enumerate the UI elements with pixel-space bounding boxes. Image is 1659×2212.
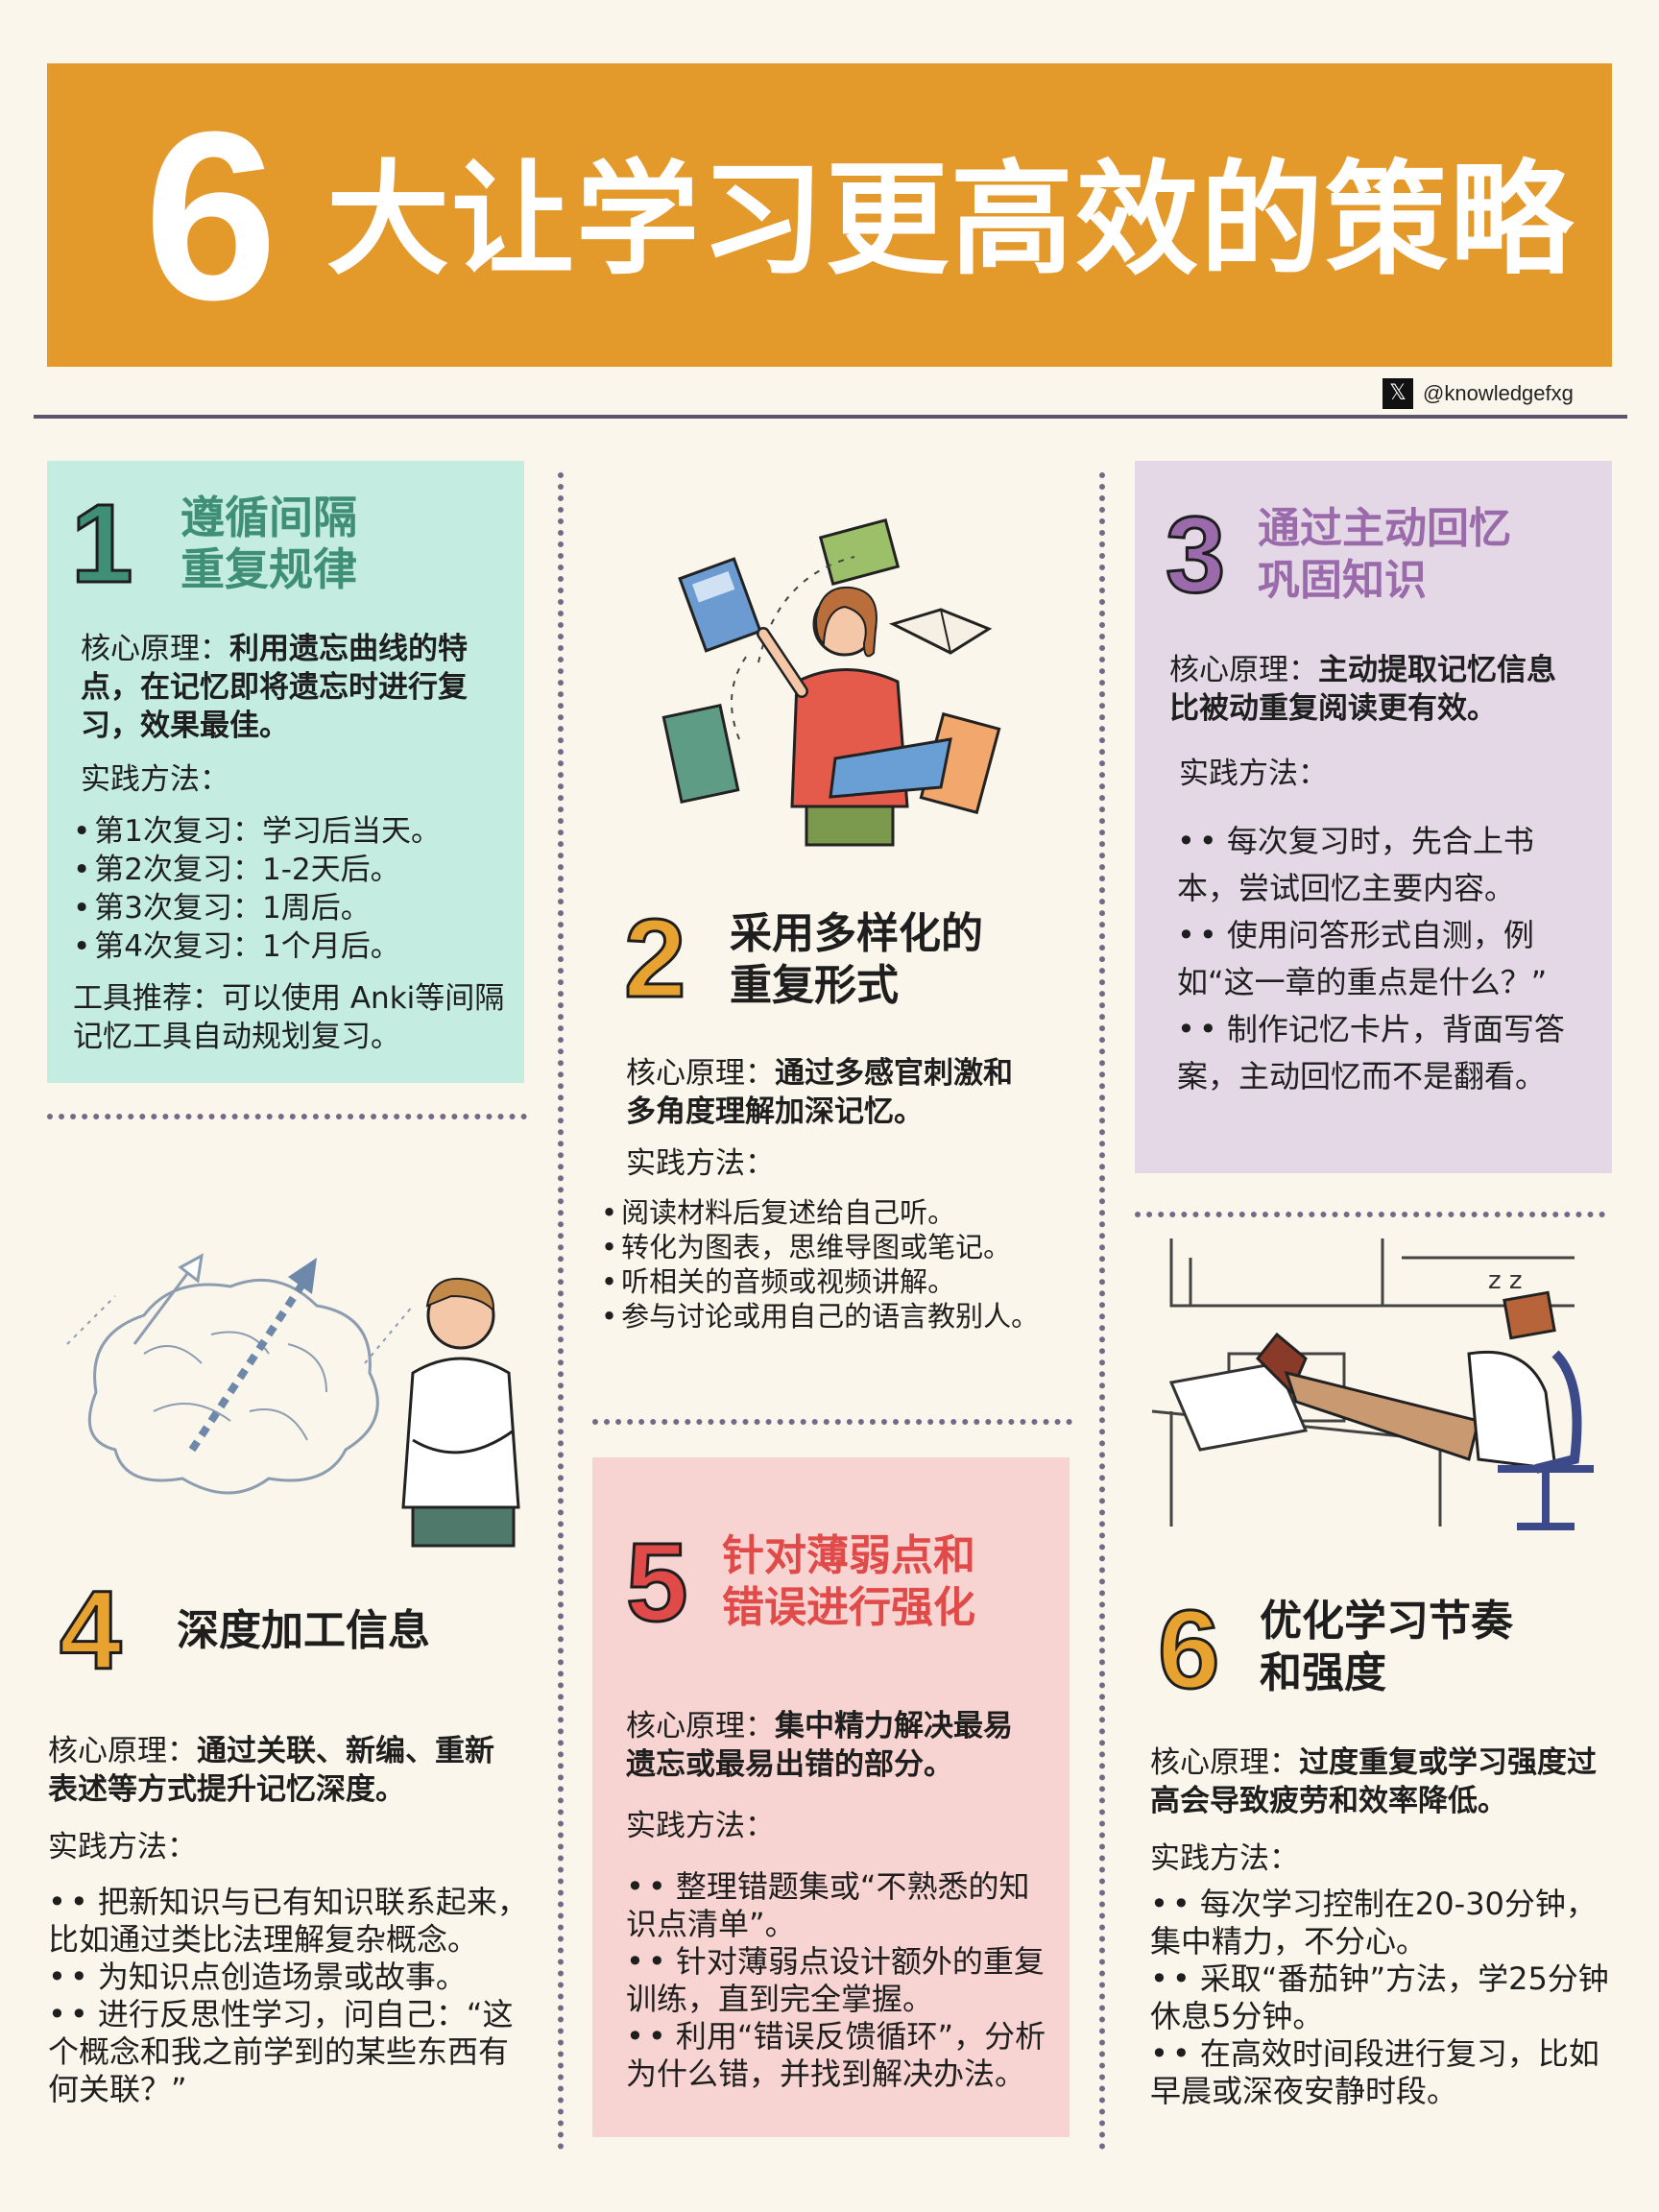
book-icon (661, 703, 740, 805)
author-handle[interactable]: @knowledgefxg (1423, 381, 1574, 405)
section-2-number: 2 (623, 896, 687, 1021)
section-6-principle: 核心原理：过度重复或学习强度过高会导致疲劳和效率降低。 (1150, 1743, 1611, 1820)
list-item: 参与讨论或用自己的语言教别人。 (601, 1299, 1062, 1334)
list-item: • 为知识点创造场景或故事。 (48, 1959, 538, 1996)
list-item: 第2次复习：1-2天后。 (73, 851, 515, 889)
list-item: 听相关的音频或视频讲解。 (601, 1264, 1062, 1299)
list-item: • 整理错题集或“不熟悉的知识点清单”。 (626, 1868, 1048, 1943)
list-item: 转化为图表，思维导图或笔记。 (601, 1230, 1062, 1264)
section-4-principle-text: 通过关联、新编、重新表述等方式提升记忆深度。 (48, 1734, 494, 1807)
section-5-list: • 整理错题集或“不熟悉的知识点清单”。 • 针对薄弱点设计额外的重复训练，直到… (626, 1868, 1048, 2093)
section-1-principle-text: 利用遗忘曲线的特点，在记忆即将遗忘时进行复习，效果最佳。 (81, 632, 468, 743)
section-5-title-line1: 针对薄弱点和 (722, 1531, 975, 1580)
section-5-number: 5 (625, 1520, 689, 1645)
section-1-principle: 核心原理：利用遗忘曲线的特点，在记忆即将遗忘时进行复习，效果最佳。 (81, 630, 484, 745)
list-item: • 针对薄弱点设计额外的重复训练，直到完全掌握。 (626, 1943, 1048, 2018)
section-3-principle-label: 核心原理： (1169, 653, 1318, 687)
section-2-title: 采用多样化的 重复形式 (730, 908, 983, 1012)
section-3-title: 通过主动回忆 巩固知识 (1258, 503, 1511, 607)
section-6-title-line2: 和强度 (1260, 1648, 1386, 1697)
book-icon (818, 517, 901, 587)
list-item: • 在高效时间段进行复习，比如早晨或深夜安静时段。 (1150, 2035, 1611, 2110)
section-1-tools: 工具推荐：可以使用 Anki等间隔记忆工具自动规划复习。 (73, 981, 505, 1054)
section-4-principle-label: 核心原理： (48, 1734, 197, 1768)
section-3-title-line2: 巩固知识 (1258, 556, 1427, 605)
section-1-title-line2: 重复规律 (180, 543, 357, 595)
list-item: • 利用“错误反馈循环”，分析为什么错，并找到解决办法。 (626, 2018, 1048, 2093)
section-5-principle-text: 集中精力解决最易遗忘或最易出错的部分。 (626, 1709, 1013, 1782)
divider-col3 (1135, 1212, 1605, 1217)
section-2-practice-label: 实践方法： (626, 1146, 775, 1181)
section-6-list: • 每次学习控制在20-30分钟，集中精力，不分心。 • 采取“番茄钟”方法，学… (1150, 1886, 1611, 2110)
section-1-card (47, 461, 524, 1083)
divider-col2 (592, 1419, 1072, 1425)
section-6-principle-text: 过度重复或学习强度过高会导致疲劳和效率降低。 (1150, 1745, 1597, 1818)
section-6-title-line1: 优化学习节奏 (1260, 1597, 1513, 1646)
section-2-list: 阅读材料后复述给自己听。 转化为图表，思维导图或笔记。 听相关的音频或视频讲解。… (601, 1195, 1062, 1334)
list-item: 阅读材料后复述给自己听。 (601, 1195, 1062, 1230)
section-4-practice-label: 实践方法： (48, 1830, 197, 1864)
list-item: 第4次复习：1个月后。 (73, 927, 515, 966)
juggling-books-illustration (661, 517, 1001, 847)
list-item: • 每次学习控制在20-30分钟，集中精力，不分心。 (1150, 1886, 1611, 1960)
resting-student-illustration: z z (1151, 1238, 1594, 1530)
section-5-title-line2: 错误进行强化 (722, 1583, 975, 1632)
section-1-title-line1: 遵循间隔 (180, 492, 357, 543)
section-2-principle: 核心原理：通过多感官刺激和多角度理解加深记忆。 (626, 1054, 1029, 1131)
column-divider-right (1099, 472, 1105, 2151)
section-5-principle: 核心原理：集中精力解决最易遗忘或最易出错的部分。 (626, 1707, 1029, 1784)
section-1-list: 第1次复习：学习后当天。 第2次复习：1-2天后。 第3次复习：1周后。 第4次… (73, 812, 515, 966)
section-1-title: 遵循间隔 重复规律 (180, 492, 357, 595)
title-banner (47, 63, 1612, 367)
section-5-title: 针对薄弱点和 错误进行强化 (722, 1530, 975, 1634)
title-number: 6 (144, 82, 278, 349)
section-2-principle-text: 通过多感官刺激和多角度理解加深记忆。 (626, 1056, 1013, 1129)
divider-col1 (47, 1114, 527, 1119)
svg-text:z z: z z (1488, 1266, 1523, 1295)
list-item: • 采取“番茄钟”方法，学25分钟休息5分钟。 (1150, 1960, 1611, 2035)
section-1-principle-label: 核心原理： (81, 632, 229, 666)
section-5-principle-label: 核心原理： (626, 1709, 775, 1743)
section-1-practice-label: 实践方法： (81, 762, 229, 797)
section-2-principle-label: 核心原理： (626, 1056, 775, 1091)
list-item: 第3次复习：1周后。 (73, 889, 515, 927)
page-title: 大让学习更高效的策略 (326, 149, 1575, 292)
section-3-principle-text: 主动提取记忆信息比被动重复阅读更有效。 (1169, 653, 1556, 726)
list-item: • 使用问答形式自测，例如“这一章的重点是什么？” (1177, 912, 1590, 1006)
list-item: 第1次复习：学习后当天。 (73, 812, 515, 851)
book-icon (678, 557, 762, 653)
header-divider (34, 415, 1627, 419)
section-4-principle: 核心原理：通过关联、新编、重新表述等方式提升记忆深度。 (48, 1732, 509, 1809)
section-1-number: 1 (70, 481, 134, 606)
section-6-number: 6 (1157, 1587, 1221, 1712)
list-item: • 把新知识与已有知识联系起来，比如通过类比法理解复杂概念。 (48, 1884, 538, 1959)
section-6-practice-label: 实践方法： (1150, 1841, 1299, 1876)
section-3-title-line1: 通过主动回忆 (1258, 504, 1511, 553)
x-logo-icon: 𝕏 (1382, 378, 1413, 409)
book-icon (888, 608, 993, 655)
section-3-number: 3 (1164, 494, 1226, 614)
list-item: • 每次复习时，先合上书本，尝试回忆主要内容。 (1177, 818, 1590, 912)
list-item: • 制作记忆卡片，背面写答案，主动回忆而不是翻看。 (1177, 1006, 1590, 1100)
column-divider-left (558, 472, 564, 2151)
section-4-number: 4 (59, 1568, 123, 1693)
section-3-practice-label: 实践方法： (1179, 757, 1328, 791)
section-4-list: • 把新知识与已有知识联系起来，比如通过类比法理解复杂概念。 • 为知识点创造场… (48, 1884, 538, 2108)
section-4-title: 深度加工信息 (177, 1606, 430, 1655)
brain-thinking-illustration (66, 1253, 520, 1548)
section-3-list: • 每次复习时，先合上书本，尝试回忆主要内容。 • 使用问答形式自测，例如“这一… (1177, 818, 1590, 1100)
list-item: • 进行反思性学习，问自己：“这个概念和我之前学到的某些东西有何关联？” (48, 1996, 538, 2108)
section-2-title-line2: 重复形式 (730, 961, 899, 1010)
section-6-title: 优化学习节奏 和强度 (1260, 1596, 1513, 1699)
section-2-title-line1: 采用多样化的 (730, 909, 983, 958)
section-5-practice-label: 实践方法： (626, 1809, 775, 1843)
author-handle-row[interactable]: 𝕏 @knowledgefxg (1382, 376, 1574, 411)
section-6-principle-label: 核心原理： (1150, 1745, 1299, 1780)
section-3-principle: 核心原理：主动提取记忆信息比被动重复阅读更有效。 (1169, 651, 1573, 728)
